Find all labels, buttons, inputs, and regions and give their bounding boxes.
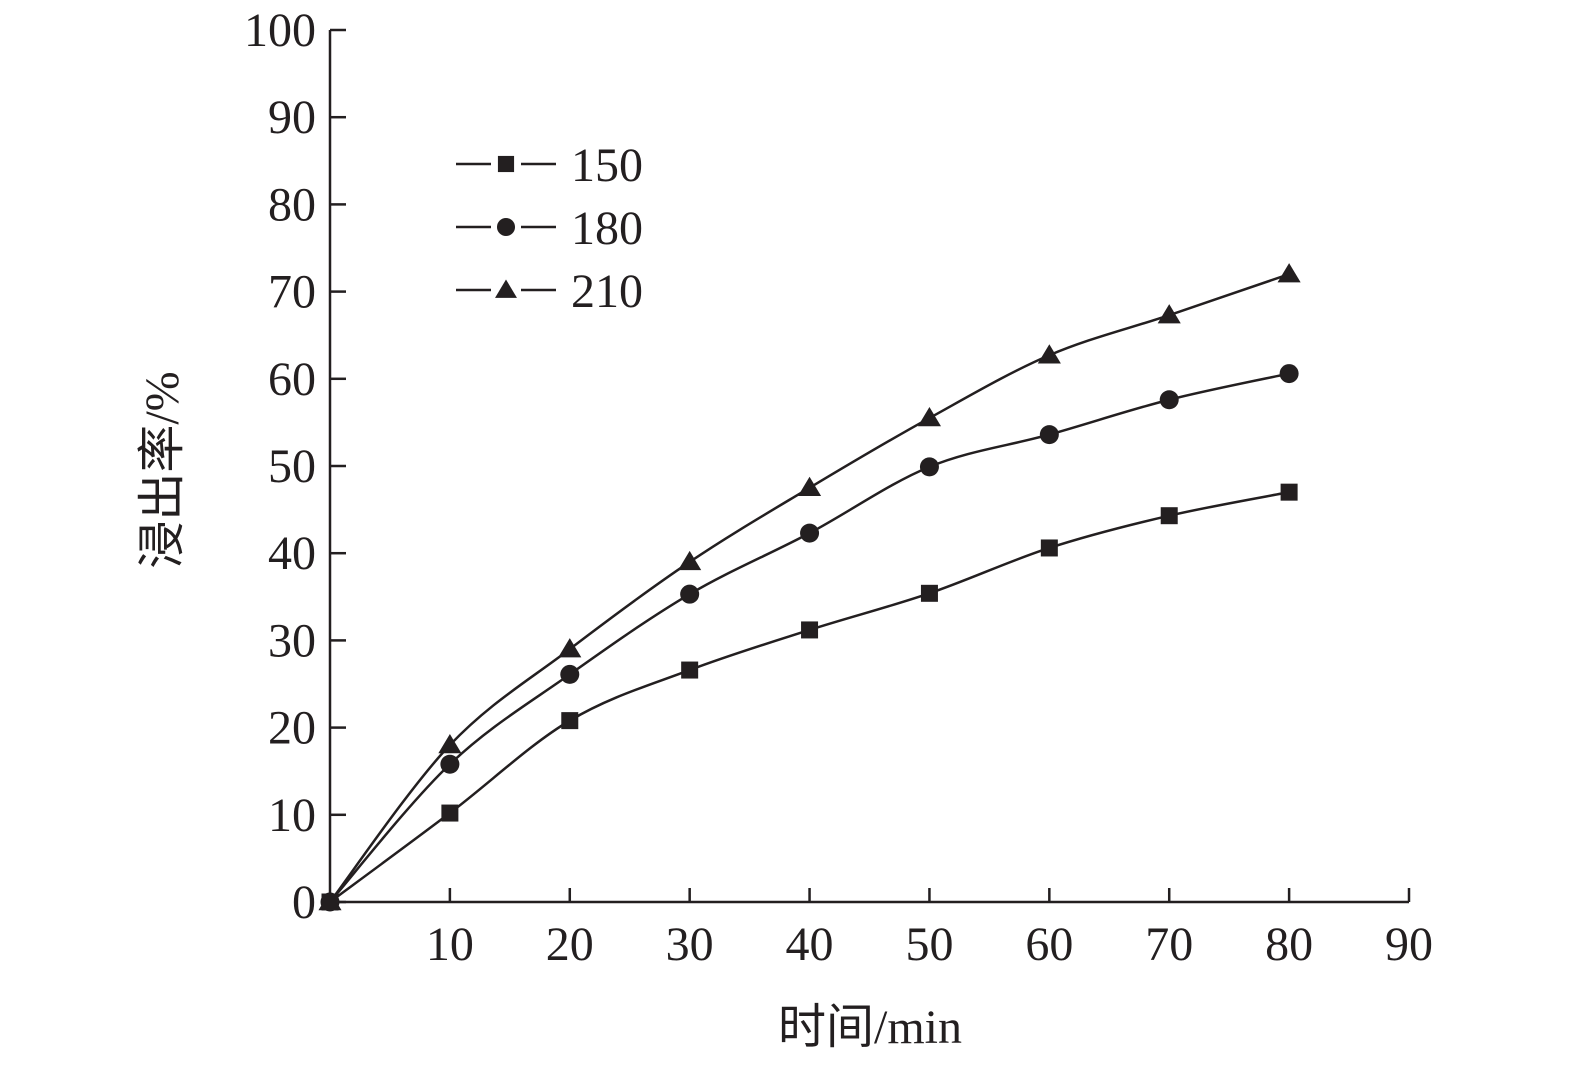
- x-tick-label: 80: [1265, 918, 1313, 971]
- data-point-210-0: [318, 891, 342, 911]
- y-tick-label: 100: [244, 4, 316, 57]
- x-tick-label: 60: [1025, 918, 1073, 971]
- data-point-210-30: [678, 550, 702, 571]
- data-point-210-70: [1157, 304, 1181, 324]
- y-axis-title: 浸出率/%: [136, 371, 189, 568]
- y-tick-label: 70: [268, 266, 316, 319]
- legend-marker-180: [496, 217, 516, 237]
- data-point-180-20: [560, 664, 580, 684]
- data-point-150-50: [920, 584, 938, 602]
- axes: [328, 30, 1409, 904]
- x-tick-label: 20: [546, 918, 594, 971]
- data-point-180-80: [1279, 364, 1299, 384]
- series-curves: [329, 272, 1290, 904]
- legend-marker-210: [495, 279, 517, 298]
- legend-label-180: 180: [571, 202, 643, 255]
- data-point-210-60: [1037, 344, 1061, 364]
- x-tick-label: 40: [786, 918, 834, 971]
- data-point-210-50: [917, 407, 941, 427]
- data-point-150-30: [681, 661, 699, 679]
- legend-label-210: 210: [571, 265, 643, 318]
- y-tick-label: 0: [292, 876, 316, 929]
- y-axis-ticks: 0 10 20 30 40 50 60 70 80 90 100: [244, 4, 346, 929]
- data-point-210-40: [798, 476, 822, 497]
- y-tick-label: 60: [268, 353, 316, 406]
- y-tick-label: 40: [268, 527, 316, 580]
- y-tick-label: 90: [268, 91, 316, 144]
- x-tick-label: 70: [1145, 918, 1193, 971]
- data-point-180-40: [800, 523, 820, 543]
- data-point-150-40: [801, 621, 819, 639]
- data-point-150-20: [561, 712, 579, 730]
- x-tick-label: 10: [426, 918, 474, 971]
- data-point-150-60: [1040, 539, 1058, 557]
- data-point-210-80: [1277, 263, 1301, 283]
- legend-marker-150: [497, 155, 515, 173]
- y-tick-label: 30: [268, 614, 316, 667]
- data-point-150-10: [441, 804, 459, 822]
- data-point-180-50: [919, 457, 939, 477]
- legend-label-150: 150: [571, 139, 643, 192]
- series-line-210: [329, 272, 1290, 903]
- x-tick-label: 90: [1385, 918, 1433, 971]
- data-point-210-10: [438, 734, 462, 754]
- series-line-180: [329, 372, 1290, 903]
- x-tick-label: 30: [666, 918, 714, 971]
- x-axis-title: 时间/min: [778, 1001, 962, 1054]
- y-tick-label: 50: [268, 440, 316, 493]
- data-point-180-30: [680, 584, 700, 604]
- x-axis-ticks: 10 20 30 40 50 60 70 80 90: [426, 888, 1433, 971]
- series-markers: [318, 263, 1301, 912]
- y-tick-label: 80: [268, 178, 316, 231]
- y-tick-label: 20: [268, 702, 316, 755]
- series-line-150: [329, 490, 1290, 904]
- data-point-210-20: [558, 638, 582, 658]
- legend: 150 180 210: [456, 139, 643, 318]
- data-point-150-80: [1280, 483, 1298, 501]
- x-tick-label: 50: [905, 918, 953, 971]
- y-tick-label: 10: [268, 789, 316, 842]
- data-point-180-60: [1039, 425, 1059, 445]
- data-point-180-10: [440, 754, 460, 774]
- data-point-180-70: [1159, 390, 1179, 410]
- data-point-150-70: [1160, 507, 1178, 525]
